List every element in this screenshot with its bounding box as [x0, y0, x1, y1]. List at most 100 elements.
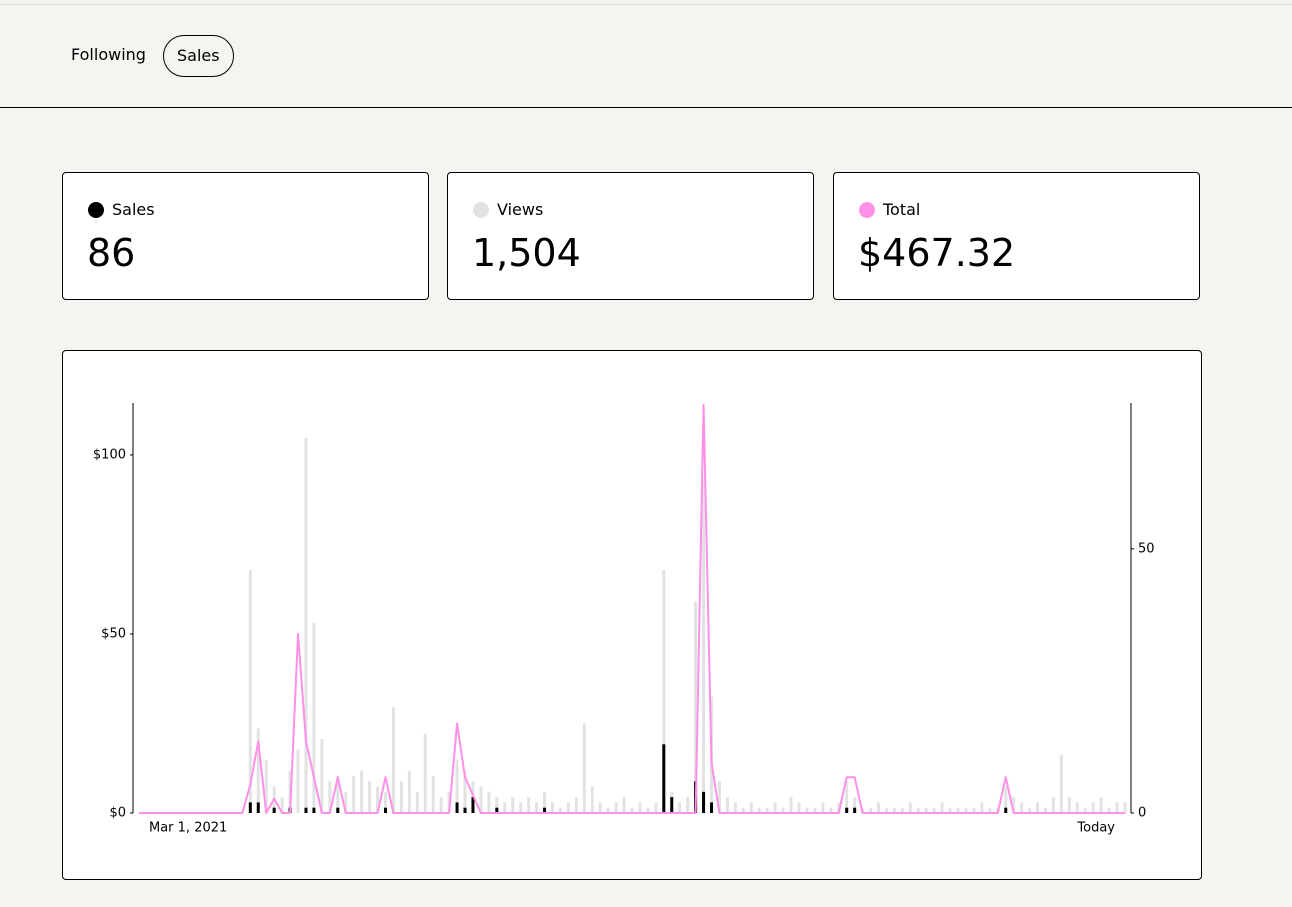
y2-tick-label: 0 [1138, 806, 1146, 821]
views-bar [686, 797, 690, 813]
tab-active[interactable]: Sales [163, 35, 234, 77]
sales-bar [463, 807, 467, 813]
sales-bar [845, 807, 849, 813]
views-bar [654, 802, 658, 813]
views-bar [328, 781, 332, 813]
views-bar [924, 807, 928, 813]
views-bar [376, 786, 380, 813]
sales-bar [304, 807, 308, 813]
views-bar [479, 786, 483, 813]
views-bar [606, 807, 610, 813]
stat-name: Total [883, 200, 921, 219]
views-bar [1083, 807, 1087, 813]
sales-bar [710, 802, 714, 813]
sales-bar [455, 802, 459, 813]
total-line [139, 403, 1125, 814]
views-bar [391, 707, 395, 813]
y2-tick-label: 50 [1138, 541, 1155, 556]
views-bar [455, 760, 459, 813]
stat-card: Total $467.32 [833, 172, 1200, 300]
views-bar [749, 802, 753, 813]
views-bar [678, 802, 682, 813]
views-bar [940, 802, 944, 813]
sales-bar [853, 807, 857, 813]
views-bar [614, 802, 618, 813]
views-bar [717, 781, 721, 813]
views-bar [1091, 802, 1095, 813]
views-bar [813, 807, 817, 813]
views-bar [837, 802, 841, 813]
views-bar [1075, 802, 1079, 813]
views-bar [574, 797, 578, 813]
views-bar [1043, 807, 1047, 813]
views-bar [733, 802, 737, 813]
sales-bar [384, 807, 387, 813]
views-bar [725, 797, 729, 813]
views-bar [797, 802, 801, 813]
views-bar [829, 807, 833, 813]
tab[interactable]: Following [71, 45, 146, 64]
views-bar [1059, 754, 1063, 813]
sales-bar [248, 802, 252, 813]
views-bar [495, 797, 499, 813]
sales-bar [1004, 807, 1008, 813]
sales-bar [471, 797, 475, 813]
views-bar [630, 807, 634, 813]
views-bar [1051, 797, 1055, 813]
views-bar [360, 770, 364, 813]
views-bar [805, 807, 809, 813]
views-bar [741, 807, 745, 813]
views-bar [964, 807, 968, 813]
views-bar [320, 739, 324, 813]
stat-label: Total [859, 200, 920, 219]
views-bar [487, 791, 491, 813]
views-bar [431, 776, 435, 813]
legend-dot [859, 201, 875, 218]
views-bar [853, 797, 857, 813]
views-bar [1036, 802, 1040, 813]
views-bar [781, 807, 785, 813]
stat-card: Sales 86 [62, 172, 429, 300]
views-bar [423, 733, 427, 813]
views-bar [765, 807, 769, 813]
views-bar [646, 807, 650, 813]
views-bar [1099, 797, 1103, 813]
views-bar [773, 802, 777, 813]
views-bar [869, 807, 873, 813]
views-bar [932, 807, 936, 813]
views-bar [1028, 807, 1032, 813]
views-bar [789, 797, 793, 813]
views-bar [280, 797, 284, 813]
views-bar [884, 807, 888, 813]
views-bar [694, 601, 698, 813]
views-bar [1020, 802, 1024, 813]
views-bar [757, 807, 761, 813]
views-bar [582, 723, 586, 813]
sales-bar [543, 807, 547, 813]
views-bar [527, 797, 531, 813]
views-bar [264, 760, 268, 813]
views-bar [638, 802, 642, 813]
sales-bar [702, 791, 706, 813]
views-bar [916, 807, 920, 813]
views-bar [877, 802, 880, 813]
y-tick-label: $100 [93, 447, 126, 462]
views-bar [1067, 797, 1071, 813]
stat-name: Sales [112, 200, 155, 219]
views-bar [956, 807, 960, 813]
views-bar [463, 770, 467, 813]
views-bar [980, 802, 984, 813]
views-bar [248, 569, 252, 813]
legend-dot [88, 201, 104, 218]
sales-bar [312, 807, 316, 813]
sales-bar [662, 744, 666, 813]
sales-bar [256, 802, 260, 813]
header: Following Sales [0, 4, 1292, 108]
views-bar [845, 781, 849, 813]
views-bar [908, 802, 912, 813]
views-bar [972, 807, 976, 813]
stat-value: $467.32 [858, 231, 1016, 275]
y-tick-label: $50 [101, 626, 126, 641]
views-bar [256, 728, 260, 813]
